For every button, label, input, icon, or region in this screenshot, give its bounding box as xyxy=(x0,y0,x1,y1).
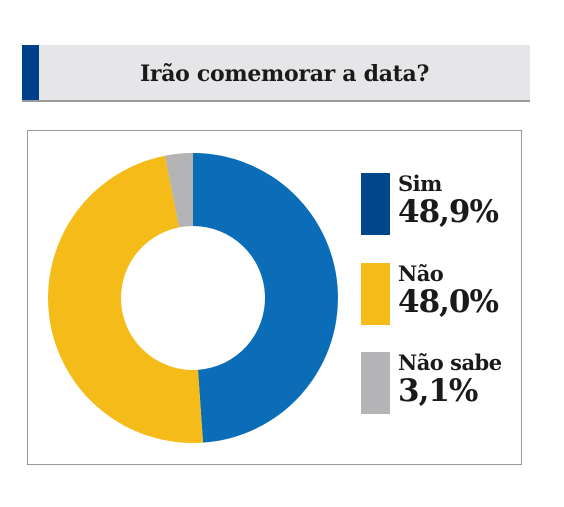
legend-swatch-sim xyxy=(361,173,390,235)
legend-value-nao-sabe: 3,1% xyxy=(398,373,478,409)
slice-nao xyxy=(47,155,204,443)
legend-swatch-nao xyxy=(361,263,390,325)
chart-header: Irão comemorar a data? xyxy=(22,45,530,102)
legend-label-sim: Sim xyxy=(398,171,442,196)
legend-label-nao: Não xyxy=(398,261,444,286)
header-accent-bar xyxy=(22,45,39,100)
legend-value-nao: 48,0% xyxy=(398,284,499,320)
legend-value-sim: 48,9% xyxy=(398,194,499,230)
slice-sim xyxy=(193,153,338,443)
legend-swatch-nao-sabe xyxy=(361,352,390,414)
legend-label-nao-sabe: Não sabe xyxy=(398,350,502,375)
slice-nao-sabe xyxy=(164,153,193,228)
chart-title: Irão comemorar a data? xyxy=(139,61,430,87)
